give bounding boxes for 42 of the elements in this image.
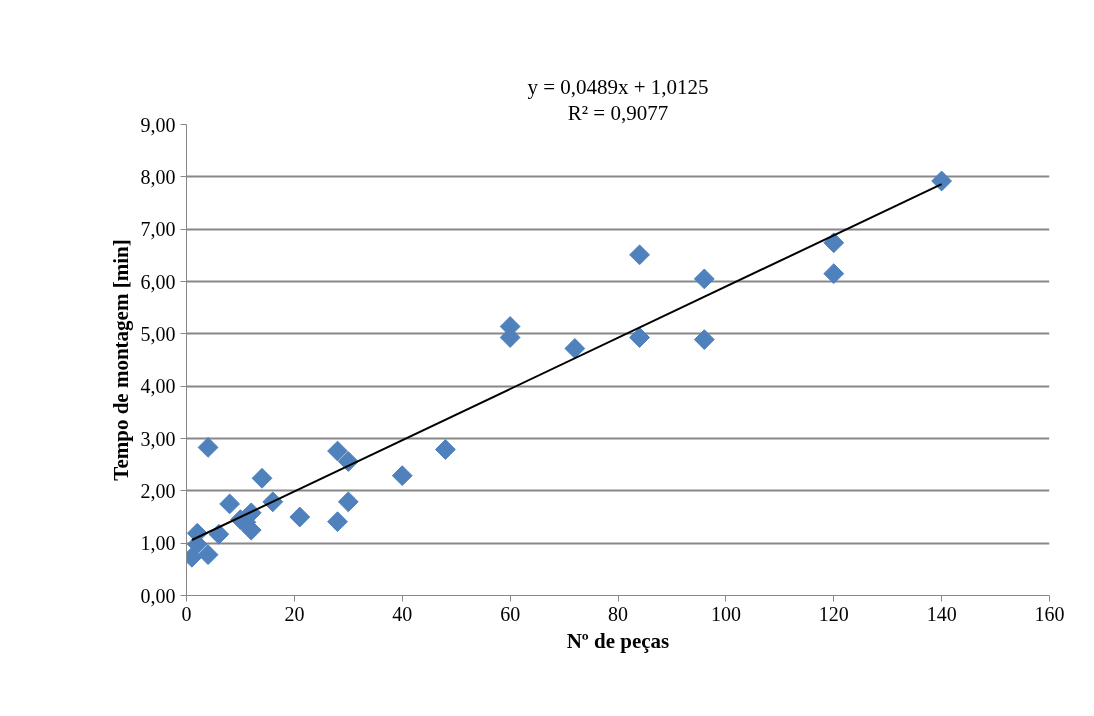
point bbox=[327, 511, 348, 533]
point bbox=[435, 439, 456, 460]
y-tick-label: 4,00 bbox=[140, 375, 176, 398]
y-tick-label: 8,00 bbox=[140, 165, 176, 188]
point bbox=[823, 263, 845, 285]
point bbox=[337, 491, 359, 513]
point bbox=[391, 465, 413, 487]
point bbox=[219, 493, 241, 515]
text: y = 0,0489x + 1,0125 bbox=[527, 74, 709, 99]
y-tick-label: 7,00 bbox=[140, 218, 176, 241]
point bbox=[251, 467, 273, 489]
y-axis-title: Tempo de montagem [min] bbox=[108, 239, 133, 481]
y-tick-label: 9,00 bbox=[140, 113, 176, 136]
point bbox=[564, 338, 586, 359]
x-tick-label: 20 bbox=[284, 602, 305, 625]
point bbox=[289, 506, 311, 528]
point bbox=[693, 268, 715, 290]
point bbox=[327, 440, 348, 462]
y-tick-label: 3,00 bbox=[140, 427, 176, 450]
y-tick-label: 2,00 bbox=[140, 479, 176, 502]
point bbox=[197, 544, 219, 566]
y-tick-label: 5,00 bbox=[140, 322, 176, 345]
x-tick-label: 60 bbox=[500, 602, 521, 625]
x-tick-label: 80 bbox=[608, 602, 628, 625]
x-tick-label: 120 bbox=[818, 602, 849, 625]
point bbox=[208, 523, 230, 545]
x-axis-title: Nº de peças bbox=[566, 628, 670, 653]
point bbox=[629, 244, 650, 266]
x-tick-label: 40 bbox=[392, 602, 413, 625]
y-tick-label: 6,00 bbox=[140, 270, 176, 293]
y-tick-label: 0,00 bbox=[140, 584, 176, 607]
y-tick-label: 1,00 bbox=[140, 532, 176, 555]
point bbox=[629, 327, 650, 348]
x-tick-label: 160 bbox=[1034, 602, 1065, 625]
annotation: R² = 0,9077 bbox=[567, 100, 669, 125]
x-tick-label: 100 bbox=[710, 602, 741, 625]
point bbox=[823, 232, 845, 254]
x-tick-label: 0 bbox=[181, 602, 192, 625]
x-tick-label: 140 bbox=[926, 602, 957, 625]
point bbox=[931, 170, 953, 192]
point bbox=[197, 437, 219, 458]
point bbox=[693, 329, 715, 350]
